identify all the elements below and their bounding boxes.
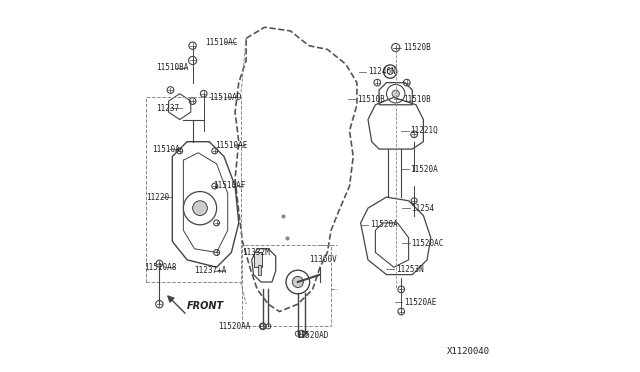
Circle shape — [292, 276, 303, 288]
Text: 11520A: 11520A — [410, 165, 438, 174]
Text: 11254: 11254 — [412, 203, 435, 213]
Text: 11237+A: 11237+A — [195, 266, 227, 275]
Text: 11510A8: 11510A8 — [145, 263, 177, 272]
Text: 11510BA: 11510BA — [156, 63, 188, 72]
Text: 11253N: 11253N — [396, 264, 424, 273]
Text: 11510AD: 11510AD — [209, 93, 242, 102]
Bar — [254, 253, 262, 267]
Text: 11510AF: 11510AF — [213, 182, 245, 190]
Text: 11246N: 11246N — [368, 67, 396, 76]
Text: 11520AC: 11520AC — [412, 239, 444, 248]
Text: 11510AC: 11510AC — [205, 38, 238, 46]
Text: 11510B: 11510B — [357, 95, 385, 104]
Text: X1120040: X1120040 — [447, 347, 490, 356]
Text: FRONT: FRONT — [187, 301, 224, 311]
Text: 11360V: 11360V — [309, 255, 337, 264]
Text: 11332M: 11332M — [243, 248, 270, 257]
Text: 11510B: 11510B — [403, 95, 431, 104]
Text: 11237: 11237 — [156, 104, 179, 113]
Text: 11510AE: 11510AE — [215, 141, 247, 150]
Circle shape — [193, 201, 207, 215]
Text: 11520AD: 11520AD — [296, 331, 328, 340]
Text: 11221Q: 11221Q — [410, 126, 438, 135]
Bar — [258, 265, 261, 275]
Text: 11220: 11220 — [147, 193, 170, 202]
Text: 11520AE: 11520AE — [404, 298, 436, 307]
Text: 11510A: 11510A — [152, 145, 180, 154]
Text: 11520A: 11520A — [370, 220, 397, 229]
Circle shape — [392, 90, 399, 97]
Text: 11520B: 11520B — [403, 43, 431, 52]
Text: 11520AA: 11520AA — [218, 322, 251, 331]
